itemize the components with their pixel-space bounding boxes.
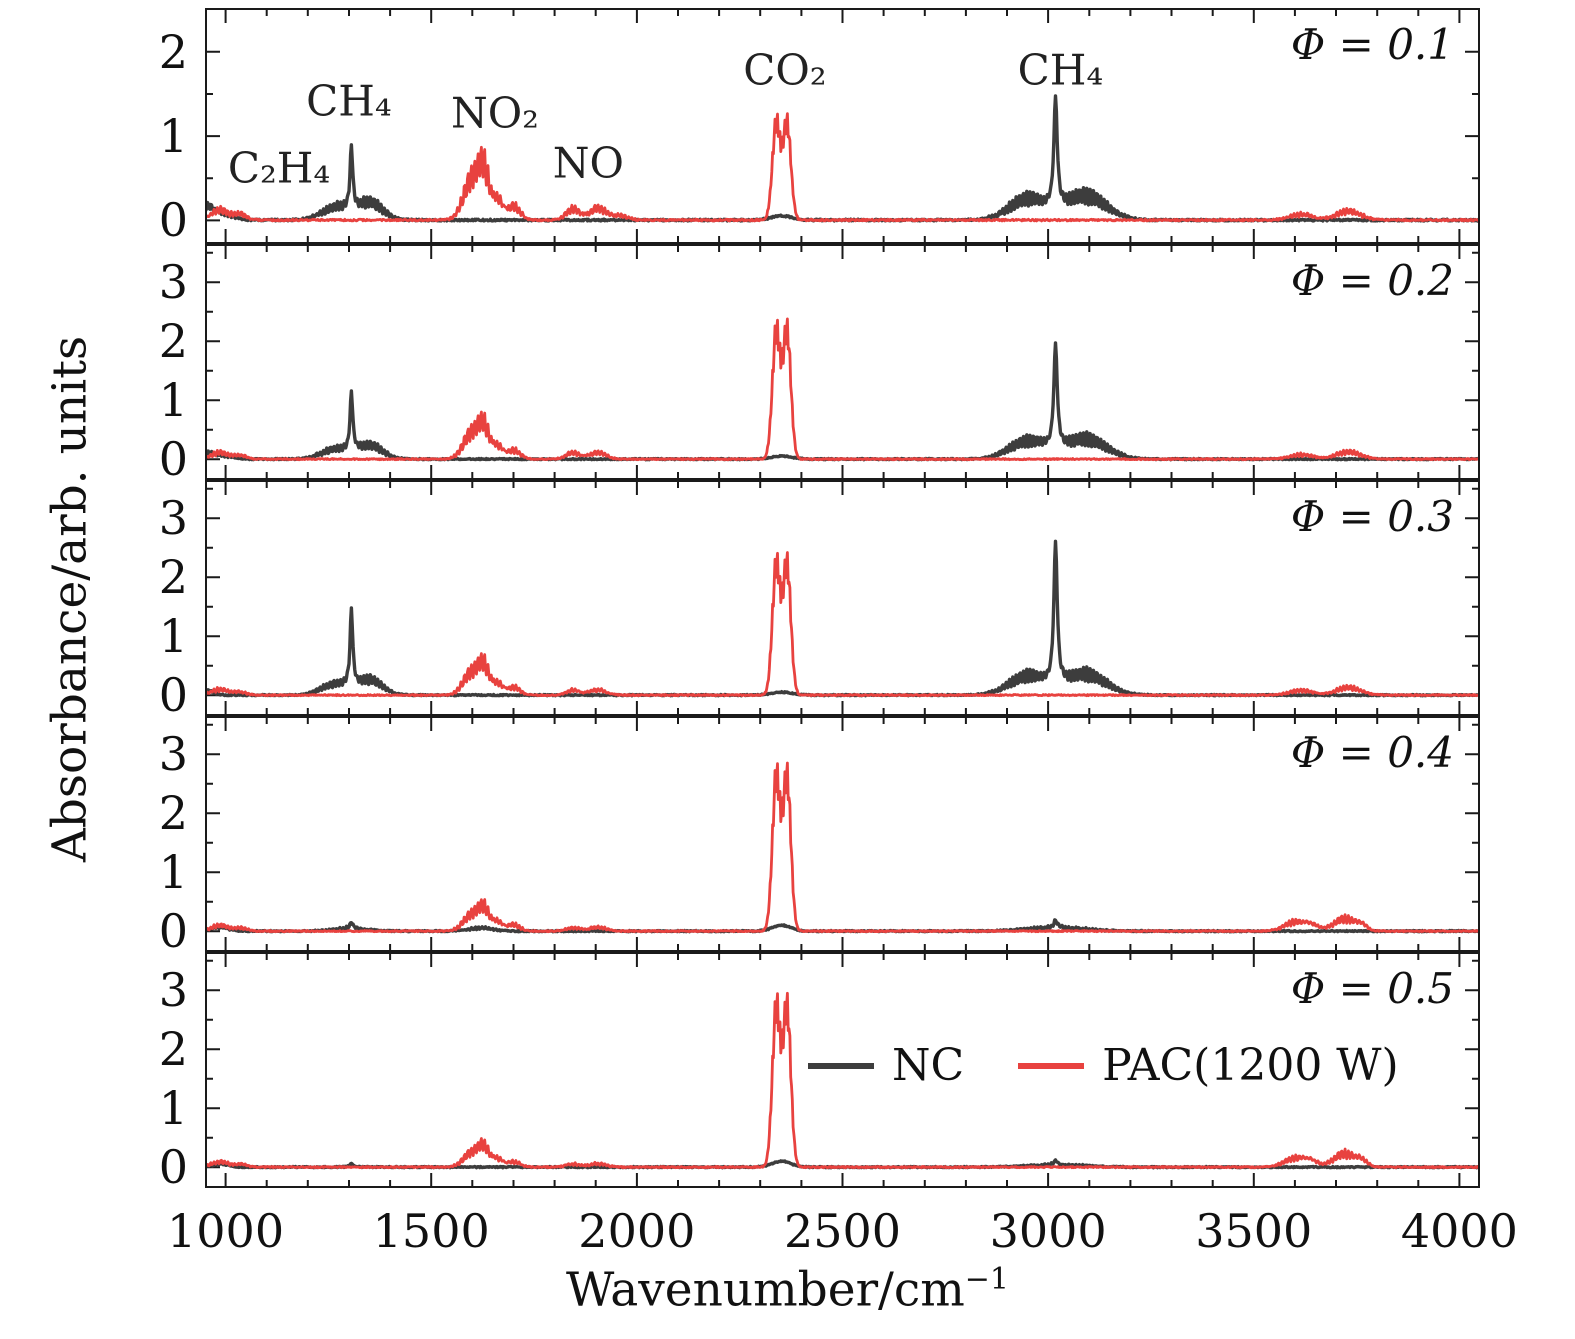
- y-tick-label: 0: [158, 193, 188, 248]
- y-tick-label: 3: [158, 963, 188, 1018]
- x-axis-title-text: Wavenumber/cm: [565, 1262, 965, 1318]
- annotation-species: NO₂: [450, 88, 539, 138]
- x-tick-label: 4000: [1400, 1204, 1518, 1258]
- series-line-pac: [205, 991, 1480, 1170]
- y-tick-label: 2: [158, 24, 188, 79]
- panel-label-phi-1: Φ = 0.1: [1290, 20, 1454, 69]
- legend: NC PAC(1200 W): [808, 1040, 1399, 1091]
- legend-swatch-nc: [808, 1062, 874, 1069]
- axis-ticks: [206, 481, 1479, 715]
- annotation-species: C₂H₄: [227, 143, 331, 193]
- y-tick-label: 3: [158, 491, 188, 546]
- panel-frame: [205, 952, 1480, 1188]
- panel-4: Φ = 0.4: [205, 716, 1480, 952]
- y-tick-label: 0: [158, 1140, 188, 1195]
- y-tick-label: 1: [158, 609, 188, 664]
- axis-ticks: [206, 9, 1479, 243]
- legend-swatch-pac: [1018, 1062, 1085, 1069]
- legend-label-nc: NC: [892, 1040, 965, 1091]
- legend-item-nc: NC: [808, 1040, 964, 1091]
- axis-ticks: [206, 953, 1479, 1187]
- panel-plot-5: [205, 952, 1480, 1188]
- x-tick-label: 1000: [167, 1204, 285, 1258]
- axis-ticks: [206, 717, 1479, 951]
- panel-frame: [205, 716, 1480, 952]
- y-tick-label: 2: [158, 1022, 188, 1077]
- annotation-species: CH₄: [306, 76, 392, 126]
- y-tick-label: 3: [158, 727, 188, 782]
- annotation-species: CO₂: [743, 45, 827, 95]
- y-tick-label: 1: [158, 373, 188, 428]
- annotation-species: NO: [552, 138, 624, 188]
- y-tick-label: 1: [158, 1081, 188, 1136]
- panel-5: Φ = 0.5: [205, 952, 1480, 1188]
- panel-2: Φ = 0.2: [205, 244, 1480, 480]
- y-tick-label: 1: [158, 845, 188, 900]
- legend-item-pac: PAC(1200 W): [1018, 1040, 1399, 1091]
- y-tick-label: 0: [158, 668, 188, 723]
- x-axis-title-exponent: −1: [964, 1262, 1010, 1297]
- x-axis-title: Wavenumber/cm−1: [0, 1262, 1575, 1318]
- series-line-pac: [205, 551, 1480, 698]
- series-line-nc: [205, 539, 1480, 698]
- panel-label-phi-4: Φ = 0.4: [1290, 728, 1454, 777]
- panel-plot-3: [205, 480, 1480, 716]
- x-tick-label: 2000: [578, 1204, 696, 1258]
- axis-ticks: [206, 245, 1479, 479]
- panel-frame: [205, 244, 1480, 480]
- x-tick-label: 3500: [1195, 1204, 1313, 1258]
- panel-label-phi-3: Φ = 0.3: [1290, 492, 1454, 541]
- y-tick-label: 2: [158, 314, 188, 369]
- panel-frame: [205, 8, 1480, 244]
- panel-plot-4: [205, 716, 1480, 952]
- y-tick-label: 2: [158, 550, 188, 605]
- series-line-nc: [205, 341, 1480, 462]
- panel-3: Φ = 0.3: [205, 480, 1480, 716]
- annotation-species: CH₄: [1017, 45, 1104, 95]
- series-line-pac: [205, 761, 1480, 934]
- panel-label-phi-2: Φ = 0.2: [1290, 256, 1454, 305]
- y-axis-title: Absorbance/arb. units: [42, 335, 98, 863]
- panel-plot-1: [205, 8, 1480, 244]
- x-tick-label: 2500: [783, 1204, 902, 1258]
- y-tick-label: 3: [158, 255, 188, 310]
- panel-1: Φ = 0.1 C₂H₄ CH₄ NO₂ NO CO₂ CH₄: [205, 8, 1480, 244]
- panel-frame: [205, 480, 1480, 716]
- series-line-pac: [205, 112, 1480, 223]
- x-tick-label: 3000: [989, 1204, 1107, 1258]
- series-line-pac: [205, 317, 1480, 462]
- x-tick-label: 1500: [372, 1204, 490, 1258]
- panel-label-phi-5: Φ = 0.5: [1290, 964, 1454, 1013]
- y-tick-label: 2: [158, 786, 188, 841]
- y-tick-label: 0: [158, 432, 188, 487]
- panel-plot-2: [205, 244, 1480, 480]
- y-tick-label: 0: [158, 904, 188, 959]
- series-line-nc: [205, 94, 1480, 223]
- y-tick-label: 1: [158, 109, 188, 164]
- legend-label-pac: PAC(1200 W): [1102, 1040, 1399, 1091]
